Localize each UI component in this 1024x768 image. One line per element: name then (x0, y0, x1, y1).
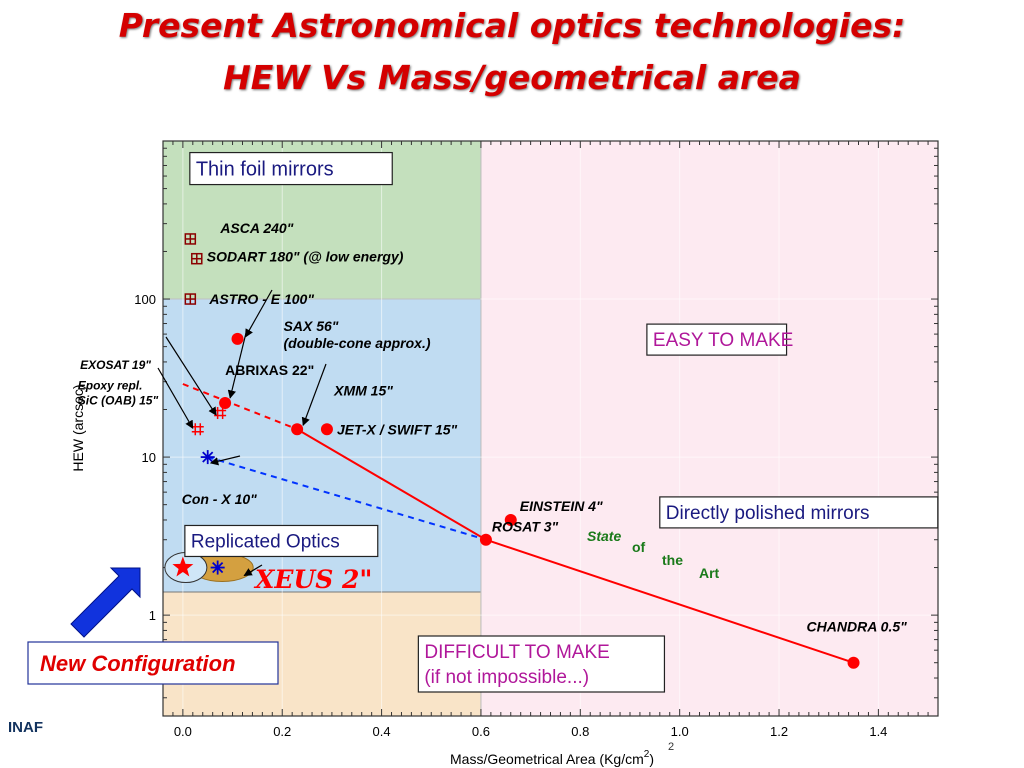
point-label: EXOSAT 19" (80, 358, 151, 372)
point-label: ROSAT 3" (492, 519, 559, 535)
data-point-asca-240 (184, 233, 197, 245)
label-difficult-to-make: DIFFICULT TO MAKE (if not impossible...) (417, 635, 666, 693)
new-configuration-label: New Configuration (40, 651, 236, 676)
x-tick-label: 1.2 (770, 724, 788, 739)
data-point-jet-x-swift-15 (320, 423, 333, 436)
data-point-sax-56 (231, 332, 244, 345)
pointer-arrow-exosat (165, 336, 217, 416)
trend-line-0 (182, 383, 298, 431)
pointer-arrow-conx (209, 455, 241, 466)
data-point-astro-e-100 (184, 293, 197, 305)
label-difficult-to-make-text: DIFFICULT TO MAKE (424, 642, 609, 663)
x-tick-label: 0.6 (472, 724, 490, 739)
label-easy-to-make-text: EASY TO MAKE (653, 330, 793, 351)
point-label: CHANDRA 0.5" (807, 619, 908, 635)
x-tick-label: 0.2 (273, 724, 291, 739)
point-label: Con - X 10" (182, 491, 257, 507)
point-label-line-2: (double-cone approx.) (284, 335, 431, 351)
point-label: SAX 56" (284, 318, 339, 334)
point-label: ASTRO - E 100" (208, 291, 314, 307)
label-difficult-to-make-text: (if not impossible...) (424, 667, 589, 688)
x-axis-label-close: ) (649, 751, 654, 767)
pointer-arrow-xmm (301, 363, 327, 427)
x-tick-label: 0.4 (373, 724, 391, 739)
new-configuration-box (27, 641, 279, 685)
label-easy-to-make: EASY TO MAKE (646, 323, 793, 356)
point-label: ASCA 240" (219, 220, 293, 236)
point-label: Epoxy repl. (78, 378, 143, 392)
state-of-the-art-word-4: Art (699, 565, 720, 581)
point-label: SODART 180" (@ low energy) (207, 249, 404, 265)
data-point-xmm-15 (291, 423, 304, 436)
pointer-arrow-epoxy (157, 367, 194, 429)
y-tick-label: 10 (142, 450, 156, 465)
data-point-con-x-10 (200, 450, 215, 465)
x-tick-label: 1.0 (671, 724, 689, 739)
label-replicated-optics-text: Replicated Optics (191, 531, 340, 552)
brand-logo-text: INAF (8, 719, 43, 736)
xeus-label: XEUS 2" (253, 565, 372, 594)
y-tick-label: 100 (134, 292, 156, 307)
pointer-arrow-xeus (243, 564, 263, 577)
page-number: 2 (668, 741, 675, 753)
x-axis-label-superscript: 2 (644, 749, 650, 760)
y-axis-label: HEW (arcsec) (70, 384, 86, 471)
data-point-star (172, 556, 194, 577)
point-label-line-2: SiC (OAB) 15" (78, 393, 159, 407)
data-point-epoxy-repl (191, 423, 204, 436)
x-tick-label: 0.8 (571, 724, 589, 739)
point-label: JET-X / SWIFT 15" (337, 421, 458, 437)
label-thin-foil-mirrors: Thin foil mirrors (189, 151, 393, 186)
label-replicated-optics: Replicated Optics (184, 524, 379, 558)
data-point-xeus-2 (210, 560, 225, 575)
point-label: EINSTEIN 4" (520, 498, 603, 514)
state-of-the-art-word-2: of (632, 539, 646, 555)
data-point-abrixas-22 (219, 396, 232, 409)
data-point-rosat-3 (479, 533, 492, 546)
point-label: ABRIXAS 22" (225, 362, 314, 378)
label-directly-polished-mirrors: Directly polished mirrors (659, 496, 939, 529)
label-thin-foil-mirrors-text: Thin foil mirrors (196, 159, 334, 181)
x-tick-label: 1.4 (869, 724, 887, 739)
x-axis-label: Mass/Geometrical Area (Kg/cm2) (450, 749, 654, 767)
data-point-chandra-0-5 (847, 656, 860, 669)
region-easy (480, 141, 938, 716)
point-label: XMM 15" (333, 382, 393, 398)
slide-title-line-2: HEW Vs Mass/geometrical area (223, 58, 801, 97)
label-directly-polished-mirrors-text: Directly polished mirrors (666, 503, 870, 524)
x-tick-label: 0.0 (174, 724, 192, 739)
pointer-arrow-abrixas (227, 332, 247, 399)
data-point-sodart-180-low-energy (191, 252, 203, 265)
slide-title-line-1: Present Astronomical optics technologies… (118, 6, 906, 45)
new-configuration-arrow (70, 567, 141, 638)
trend-line-2 (207, 456, 487, 541)
state-of-the-art-word-3: the (662, 552, 683, 568)
state-of-the-art-word-1: State (587, 528, 621, 544)
pointer-arrow-sax (244, 289, 273, 338)
y-tick-label: 1 (149, 608, 156, 623)
data-point-einstein-4 (504, 513, 517, 526)
